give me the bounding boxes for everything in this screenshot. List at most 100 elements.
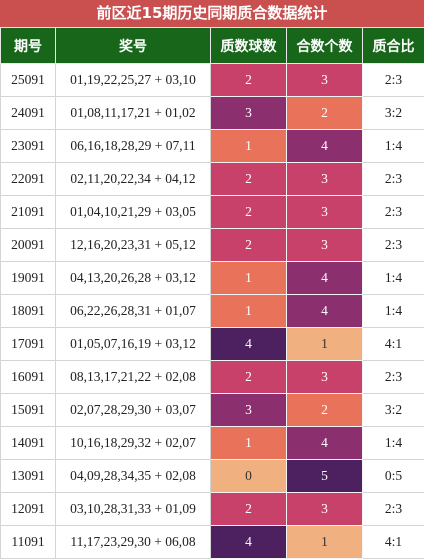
cell: 20091 [0,228,56,262]
cell: 4:1 [362,525,424,559]
column-header: 质数球数 [210,27,287,64]
cell: 3:2 [362,96,424,130]
cell: 10,16,18,29,32 + 02,07 [55,426,211,460]
table-row: 15091 02,07,28,29,30 + 03,07 3 2 3:2 [0,393,424,427]
cell: 24091 [0,96,56,130]
stats-table: 期号 奖号 质数球数 合数个数 质合比 25091 01,19,22,25,27 + 03… [0,27,424,559]
cell: 11091 [0,525,56,559]
column-header: 期号 [0,27,56,64]
cell: 3:2 [362,393,424,427]
cell: 06,16,18,28,29 + 07,11 [55,129,211,163]
cell: 0 [210,459,287,493]
table-row: 11091 11,17,23,29,30 + 06,08 4 1 4:1 [0,525,424,559]
table-row: 13091 04,09,28,34,35 + 02,08 0 5 0:5 [0,459,424,493]
cell: 2 [210,162,287,196]
cell: 25091 [0,63,56,97]
cell: 16091 [0,360,56,394]
cell: 4 [286,426,363,460]
table-row: 16091 08,13,17,21,22 + 02,08 2 3 2:3 [0,360,424,394]
table-row: 21091 01,04,10,21,29 + 03,05 2 3 2:3 [0,195,424,229]
cell: 1 [210,129,287,163]
table-row: 18091 06,22,26,28,31 + 01,07 1 4 1:4 [0,294,424,328]
cell: 1 [210,261,287,295]
cell: 1:4 [362,426,424,460]
cell: 4 [210,525,287,559]
cell: 2 [210,360,287,394]
cell: 02,07,28,29,30 + 03,07 [55,393,211,427]
cell: 4:1 [362,327,424,361]
column-header: 奖号 [55,27,211,64]
cell: 2:3 [362,492,424,526]
cell: 1 [210,294,287,328]
cell: 1:4 [362,294,424,328]
cell: 1 [210,426,287,460]
cell: 17091 [0,327,56,361]
cell: 3 [210,96,287,130]
table-row: 17091 01,05,07,16,19 + 03,12 4 1 4:1 [0,327,424,361]
cell: 22091 [0,162,56,196]
cell: 4 [286,261,363,295]
cell: 06,22,26,28,31 + 01,07 [55,294,211,328]
cell: 04,13,20,26,28 + 03,12 [55,261,211,295]
table-row: 20091 12,16,20,23,31 + 05,12 2 3 2:3 [0,228,424,262]
cell: 0:5 [362,459,424,493]
table-row: 25091 01,19,22,25,27 + 03,10 2 3 2:3 [0,63,424,97]
cell: 4 [210,327,287,361]
cell: 1 [286,327,363,361]
cell: 11,17,23,29,30 + 06,08 [55,525,211,559]
cell: 21091 [0,195,56,229]
cell: 03,10,28,31,33 + 01,09 [55,492,211,526]
cell: 15091 [0,393,56,427]
column-header: 合数个数 [286,27,363,64]
cell: 01,05,07,16,19 + 03,12 [55,327,211,361]
table-body: 25091 01,19,22,25,27 + 03,10 2 3 2:3 24091 01,… [0,63,424,559]
cell: 14091 [0,426,56,460]
cell: 12,16,20,23,31 + 05,12 [55,228,211,262]
cell: 18091 [0,294,56,328]
cell: 2 [210,63,287,97]
cell: 3 [286,360,363,394]
table-row: 19091 04,13,20,26,28 + 03,12 1 4 1:4 [0,261,424,295]
cell: 02,11,20,22,34 + 04,12 [55,162,211,196]
cell: 2 [286,393,363,427]
cell: 2 [210,195,287,229]
cell: 2 [286,96,363,130]
cell: 4 [286,294,363,328]
cell: 23091 [0,129,56,163]
cell: 04,09,28,34,35 + 02,08 [55,459,211,493]
cell: 4 [286,129,363,163]
cell: 3 [286,195,363,229]
cell: 2 [210,492,287,526]
cell: 01,08,11,17,21 + 01,02 [55,96,211,130]
cell: 19091 [0,261,56,295]
column-header: 质合比 [362,27,424,64]
cell: 2:3 [362,162,424,196]
cell: 1:4 [362,129,424,163]
cell: 2:3 [362,63,424,97]
cell: 2:3 [362,228,424,262]
cell: 1 [286,525,363,559]
cell: 01,04,10,21,29 + 03,05 [55,195,211,229]
cell: 3 [286,492,363,526]
table-row: 14091 10,16,18,29,32 + 02,07 1 4 1:4 [0,426,424,460]
cell: 08,13,17,21,22 + 02,08 [55,360,211,394]
cell: 3 [286,63,363,97]
header-row: 期号 奖号 质数球数 合数个数 质合比 [0,27,424,64]
cell: 2:3 [362,195,424,229]
cell: 01,19,22,25,27 + 03,10 [55,63,211,97]
cell: 2 [210,228,287,262]
cell: 1:4 [362,261,424,295]
table-row: 24091 01,08,11,17,21 + 01,02 3 2 3:2 [0,96,424,130]
cell: 3 [210,393,287,427]
cell: 2:3 [362,360,424,394]
table-row: 22091 02,11,20,22,34 + 04,12 2 3 2:3 [0,162,424,196]
cell: 5 [286,459,363,493]
cell: 12091 [0,492,56,526]
table-row: 12091 03,10,28,31,33 + 01,09 2 3 2:3 [0,492,424,526]
table-row: 23091 06,16,18,28,29 + 07,11 1 4 1:4 [0,129,424,163]
cell: 3 [286,228,363,262]
cell: 3 [286,162,363,196]
cell: 13091 [0,459,56,493]
title: 前区近15期历史同期质合数据统计 [0,0,424,27]
